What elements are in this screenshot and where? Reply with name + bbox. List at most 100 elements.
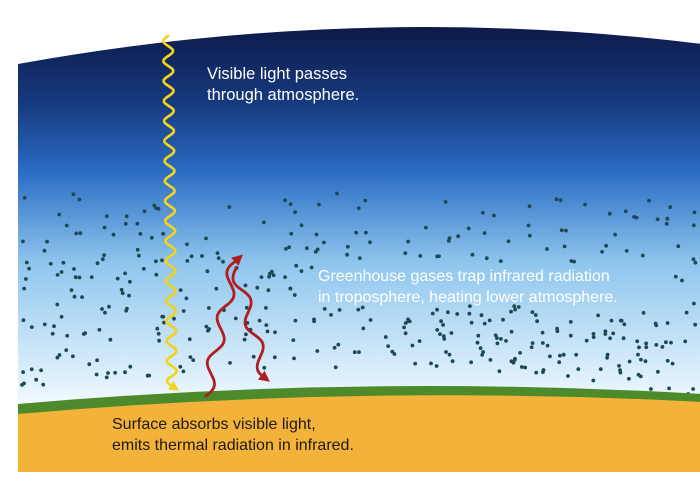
gas-particle	[141, 266, 146, 271]
gas-particle	[291, 338, 296, 342]
gas-particle	[383, 335, 388, 339]
gas-particle	[499, 337, 503, 341]
gas-particle	[214, 286, 219, 291]
gas-particle	[523, 365, 528, 370]
gas-particle	[283, 275, 287, 279]
gas-particle	[554, 197, 559, 202]
gas-particle	[406, 319, 411, 323]
gas-particle	[72, 294, 77, 299]
gas-particle	[24, 260, 29, 265]
gas-particle	[95, 261, 100, 266]
surface-label: Surface absorbs visible light, emits the…	[112, 414, 354, 456]
gas-particle	[390, 349, 395, 354]
gas-particle	[605, 355, 609, 360]
gas-particle	[69, 288, 74, 292]
gas-particle	[680, 278, 684, 283]
gas-particle	[641, 311, 646, 315]
gas-particle	[21, 239, 25, 244]
gas-particle	[356, 206, 361, 211]
gas-particle	[314, 232, 319, 237]
gas-particle	[654, 323, 659, 328]
gas-particle	[52, 324, 56, 329]
gas-particle	[410, 343, 415, 348]
gas-particle	[156, 207, 161, 211]
gas-particle	[21, 318, 26, 323]
gas-particle	[299, 223, 304, 228]
gas-particle	[386, 344, 391, 348]
gas-particle	[654, 343, 659, 347]
gas-particle	[449, 331, 454, 335]
gas-particle	[403, 321, 408, 325]
gas-particle	[534, 370, 539, 375]
gas-particle	[609, 318, 614, 323]
gas-particle	[596, 313, 600, 318]
gas-particle	[94, 372, 99, 377]
gas-particle	[329, 313, 333, 317]
gas-particle	[124, 214, 129, 219]
gas-particle	[172, 316, 176, 321]
greenhouse-gas-particles	[20, 191, 698, 396]
gas-particle	[527, 233, 532, 238]
gas-particle	[468, 304, 472, 308]
infrared-ray-upward	[204, 254, 243, 398]
gas-particle	[61, 260, 66, 265]
gas-particle	[664, 340, 668, 345]
gas-particle	[480, 353, 485, 357]
gas-particle	[417, 339, 422, 343]
gas-particle	[446, 239, 451, 243]
gas-particle	[530, 310, 535, 314]
gas-particle	[591, 378, 596, 383]
gas-particle	[668, 205, 673, 210]
gas-particle	[264, 306, 268, 310]
gas-particle	[360, 305, 365, 310]
gas-particle	[71, 354, 75, 359]
gas-particle	[506, 239, 511, 244]
gas-particle	[315, 349, 320, 353]
gas-particle	[242, 337, 247, 342]
gas-particle	[600, 249, 604, 254]
gas-particle	[64, 348, 69, 352]
gas-particle	[526, 223, 531, 228]
gas-particle	[418, 254, 423, 258]
gas-particle	[255, 285, 260, 290]
gas-particle	[57, 353, 62, 357]
gas-particle	[154, 272, 159, 277]
gas-particle	[81, 332, 86, 336]
gas-particle	[42, 248, 47, 253]
gas-particle	[598, 367, 603, 371]
gas-particle	[535, 319, 539, 324]
gas-particle	[244, 305, 249, 310]
gas-particle	[123, 370, 127, 375]
gas-particle	[555, 326, 559, 331]
gas-particle	[346, 244, 350, 249]
gas-particle	[262, 365, 267, 370]
gas-particle	[227, 205, 232, 209]
gas-particle	[74, 231, 79, 236]
gas-particle	[498, 259, 503, 263]
gas-particle	[337, 308, 342, 312]
surface-label-line-1: Surface absorbs visible light,	[112, 416, 316, 433]
gas-particle	[509, 309, 513, 314]
gas-particle	[104, 375, 109, 380]
gas-particle	[603, 332, 608, 336]
gas-particle	[22, 381, 26, 386]
gas-particle	[107, 304, 111, 309]
gas-particle	[691, 387, 695, 391]
gas-particle	[665, 321, 670, 325]
gas-particle	[204, 324, 209, 329]
gas-particle	[656, 369, 660, 374]
gas-particle	[624, 249, 629, 253]
gas-particle	[42, 322, 47, 327]
gas-particle	[312, 317, 316, 322]
gas-particle	[437, 254, 441, 258]
gas-particle	[527, 204, 532, 209]
gas-particle	[639, 357, 643, 362]
gas-particle	[207, 327, 212, 331]
gas-particle	[530, 341, 535, 345]
gas-particle	[77, 197, 82, 202]
gas-particle	[533, 313, 538, 317]
gas-particle	[441, 323, 445, 327]
gas-particle	[665, 216, 670, 221]
gas-particle	[305, 246, 309, 251]
gas-particle	[574, 352, 579, 357]
